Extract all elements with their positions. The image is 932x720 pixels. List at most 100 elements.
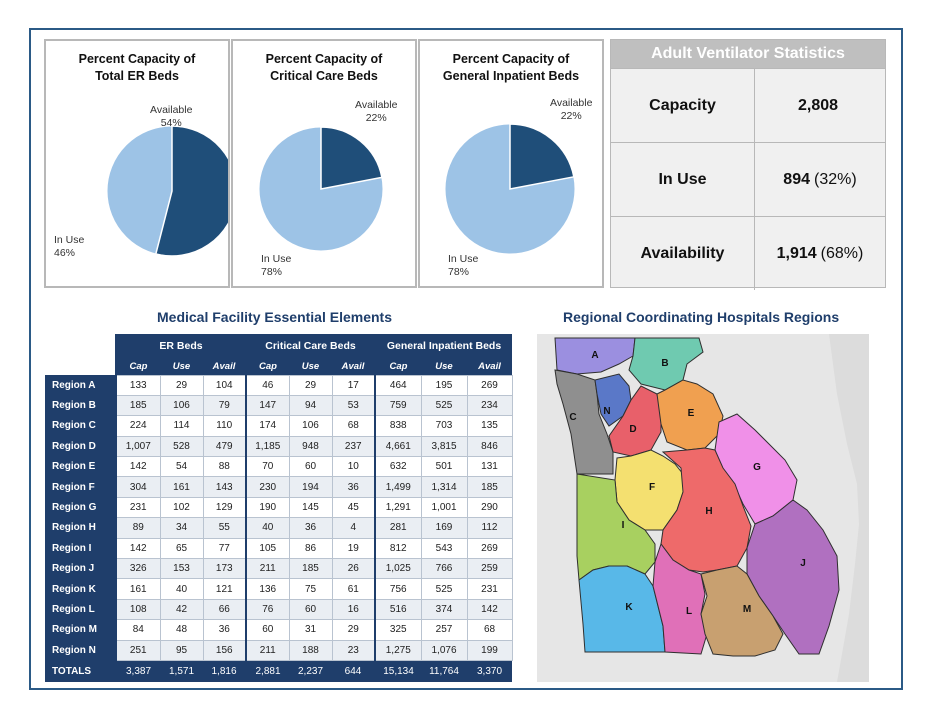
table-row: Region F 304 161 143 230 194 36 1,499 1,314 185 [45, 476, 513, 498]
table-cell: 142 [115, 456, 161, 478]
totals-cell: 1,571 [160, 660, 203, 683]
table-row: Region J 326 153 173 211 185 26 1,025 766 259 [45, 558, 513, 580]
table-row: Region M 84 48 36 60 31 29 325 257 68 [45, 619, 513, 641]
subheader-cap: Cap [115, 358, 160, 375]
table-cell: 173 [202, 558, 247, 580]
table-cell: 142 [466, 598, 513, 621]
region-name: Region D [45, 436, 116, 457]
table-cell: 1,007 [115, 435, 161, 458]
table-cell: 153 [159, 558, 204, 580]
table-cell: 195 [420, 374, 468, 396]
table-cell: 251 [115, 639, 161, 661]
table-cell: 224 [115, 415, 161, 437]
region-name: Region K [45, 578, 116, 600]
table-cell: 79 [202, 394, 247, 417]
subheader-cap: Cap [245, 358, 289, 375]
table-cell: 106 [159, 394, 204, 417]
pie-panel-general-inpatient: Percent Capacity of General Inpatient Be… [418, 39, 604, 288]
table-cell: 121 [202, 578, 247, 600]
table-cell: 1,499 [374, 476, 422, 498]
totals-cell: 1,816 [203, 660, 246, 683]
map-region-label: L [686, 606, 692, 617]
table-cell: 185 [466, 476, 513, 498]
table-cell: 1,275 [374, 639, 422, 661]
inuse-pct: 78% [448, 266, 470, 278]
ventilator-divider [754, 69, 755, 142]
inuse-text: In Use [261, 253, 292, 265]
table-cell: 1,025 [374, 558, 422, 580]
table-cell: 703 [420, 415, 468, 437]
map-region-label: M [743, 604, 751, 615]
table-cell: 95 [159, 639, 204, 661]
table-cell: 188 [288, 639, 333, 661]
pie-title: Percent Capacity of Critical Care Beds [233, 51, 415, 85]
georgia-map-svg: A B C N D E G F H I J K L M [537, 334, 869, 682]
map-region-label: H [705, 506, 712, 517]
available-text: Available [550, 97, 593, 109]
pie-slice-available [509, 123, 575, 190]
table-cell: 66 [202, 598, 247, 621]
region-name: Region J [45, 558, 116, 579]
table-totals-row: TOTALS 3,387 1,571 1,816 2,881 2,237 644… [45, 660, 512, 683]
table-cell: 269 [466, 537, 513, 560]
table-cell: 374 [420, 598, 468, 621]
map-region-label: B [661, 358, 668, 369]
available-pct: 54% [160, 117, 182, 129]
table-row: Region D 1,007 528 479 1,185 948 237 4,661 3,815… [45, 435, 513, 458]
ventilator-row-label: In Use [658, 170, 707, 188]
table-cell: 501 [420, 456, 468, 478]
inuse-label: In Use 46% [54, 234, 84, 260]
table-row: Region K 161 40 121 136 75 61 756 525 231 [45, 578, 513, 600]
table-cell: 142 [115, 537, 161, 560]
table-cell: 185 [288, 558, 333, 580]
table-cell: 68 [466, 619, 513, 641]
ventilator-value-note: (68%) [820, 244, 864, 262]
table-cell: 136 [245, 578, 290, 600]
ventilator-value-number: 1,914 [776, 244, 817, 262]
group-header-general-inpatient: General Inpatient Beds [374, 334, 512, 358]
ventilator-stats-title: Adult Ventilator Statistics [611, 40, 885, 68]
table-cell: 1,314 [420, 476, 468, 498]
ventilator-row-label: Capacity [649, 96, 716, 114]
table-cell: 94 [288, 394, 333, 417]
table-cell: 105 [245, 537, 290, 560]
table-cell: 211 [245, 639, 290, 661]
pie-chart-er [106, 125, 228, 257]
table-cell: 133 [115, 374, 161, 396]
map-region-label: K [625, 602, 633, 613]
table-cell: 194 [288, 476, 333, 498]
table-cell: 48 [159, 619, 204, 641]
pie-slice-available [320, 126, 383, 190]
table-corner [45, 358, 116, 375]
table-cell: 145 [288, 496, 333, 519]
table-cell: 60 [245, 619, 290, 641]
table-cell: 766 [420, 558, 468, 580]
table-cell: 65 [159, 537, 204, 560]
table-cell: 147 [245, 394, 290, 417]
table-cell: 632 [374, 456, 422, 478]
table-cell: 812 [374, 537, 422, 560]
inuse-text: In Use [54, 234, 85, 246]
table-row: Region H 89 34 55 40 36 4 281 169 112 [45, 517, 513, 539]
table-cell: 190 [245, 496, 290, 519]
table-cell: 129 [202, 496, 247, 519]
pie-title: Percent Capacity of Total ER Beds [46, 51, 228, 85]
map-region-label: N [603, 406, 610, 417]
table-cell: 29 [159, 374, 204, 396]
ventilator-divider [754, 217, 755, 290]
region-name: Region G [45, 497, 116, 518]
table-corner [45, 334, 116, 358]
table-cell: 169 [420, 517, 468, 539]
table-cell: 326 [115, 558, 161, 580]
region-name: Region B [45, 395, 116, 416]
region-name: Region L [45, 599, 116, 620]
pie-title-line2: General Inpatient Beds [442, 69, 580, 83]
available-text: Available [150, 104, 193, 116]
table-cell: 231 [466, 578, 513, 600]
map-region-d [608, 385, 662, 457]
table-cell: 36 [202, 619, 247, 641]
ventilator-divider [754, 143, 755, 216]
table-cell: 75 [288, 578, 333, 600]
table-cell: 1,076 [420, 639, 468, 661]
